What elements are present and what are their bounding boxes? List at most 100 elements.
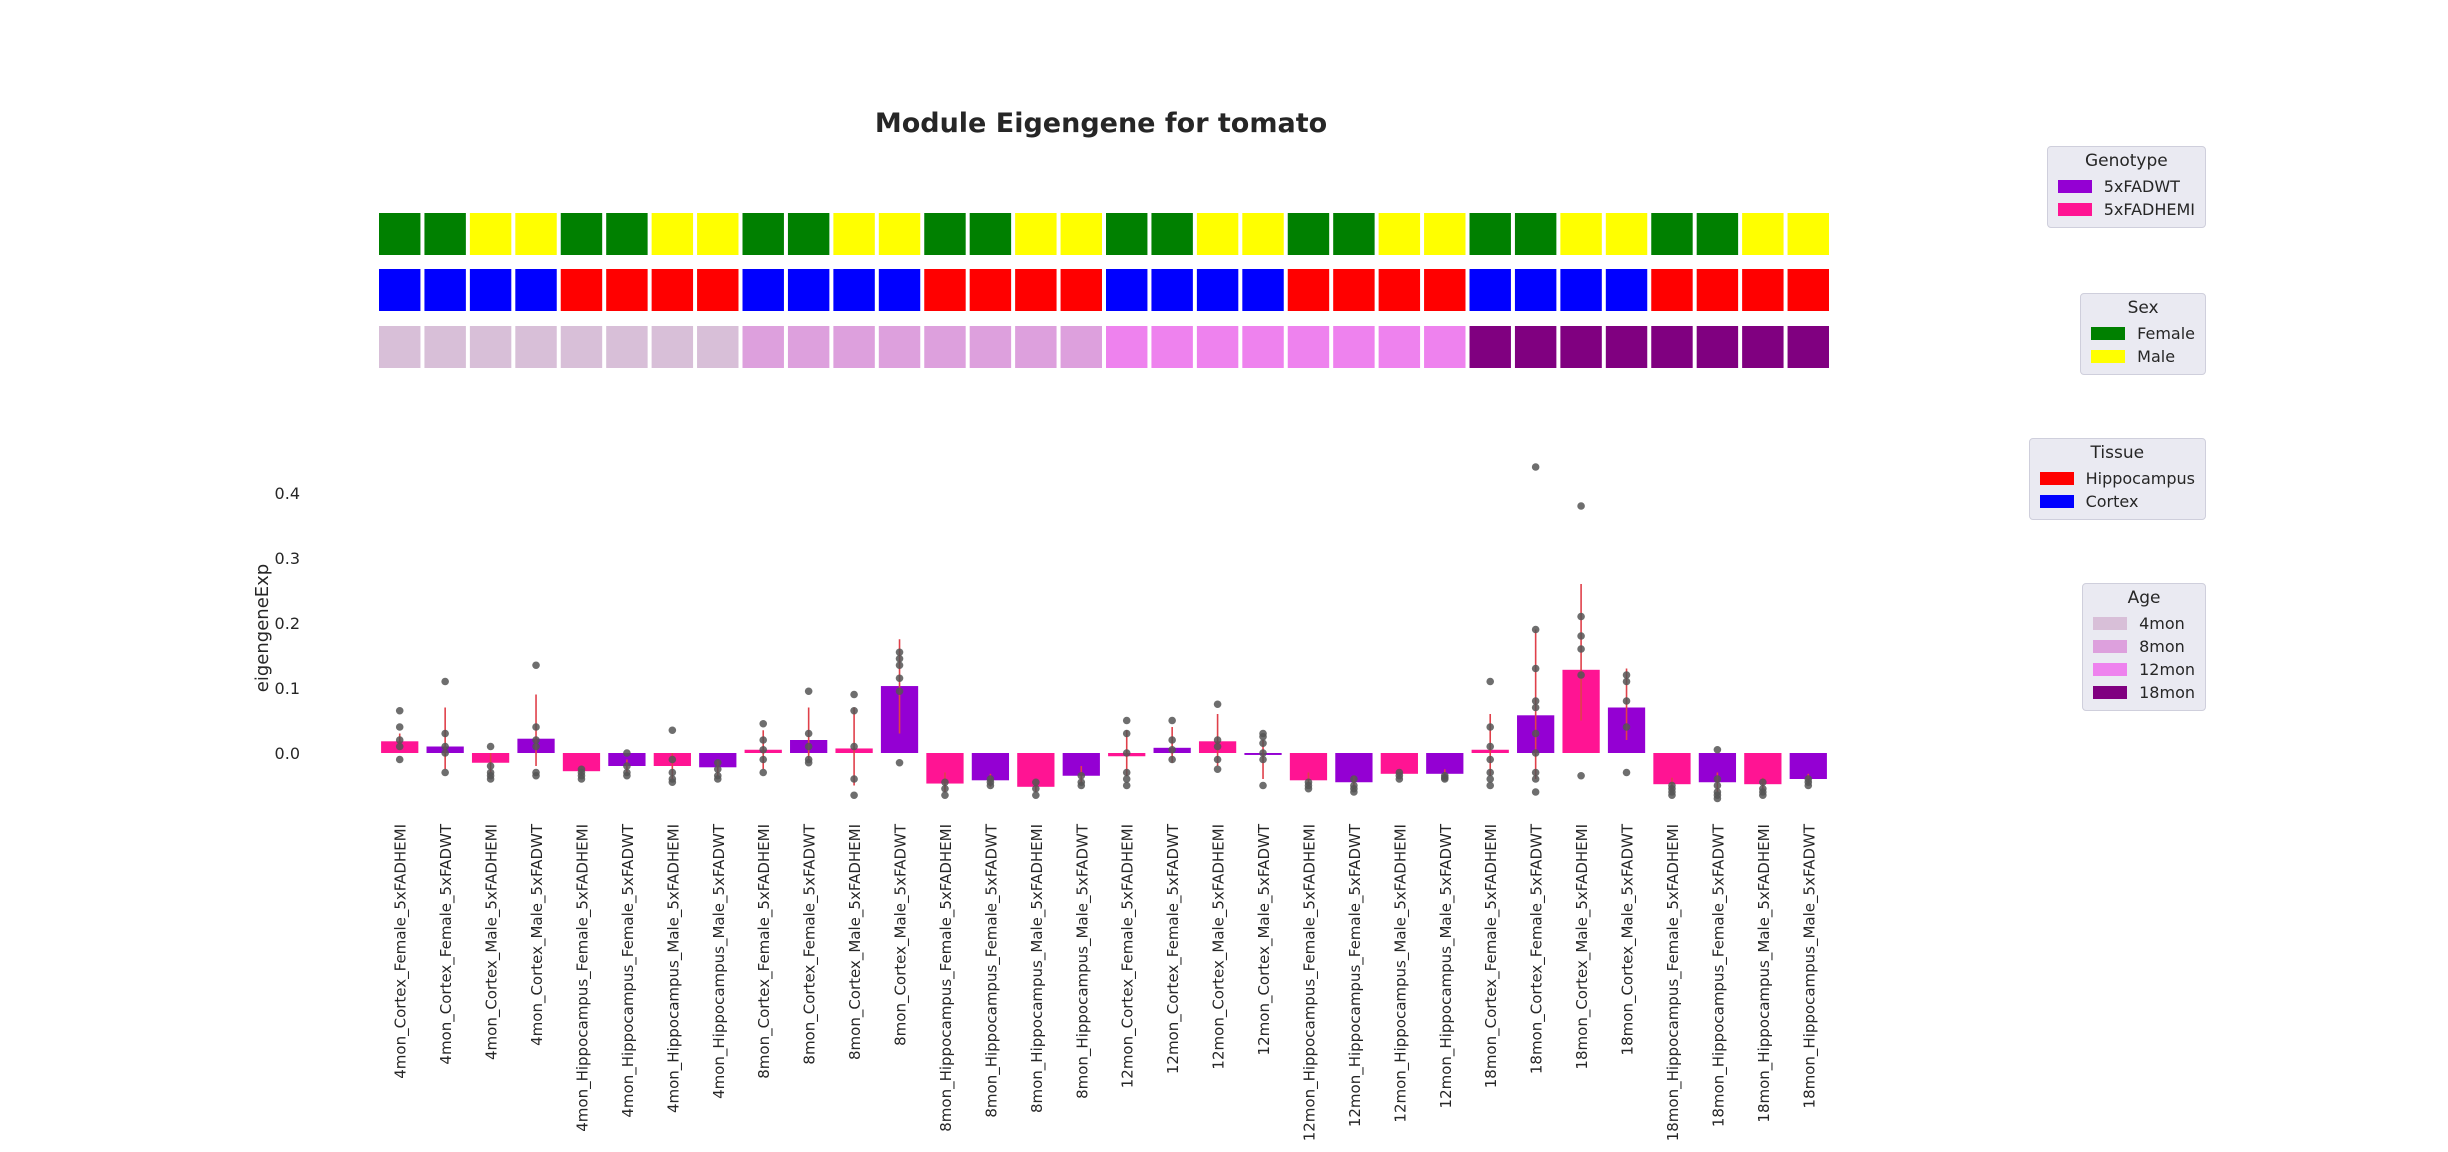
age-cell xyxy=(469,326,512,368)
tissue-cell xyxy=(1787,269,1829,311)
data-point xyxy=(895,758,904,767)
data-point xyxy=(532,723,540,731)
data-point xyxy=(1304,784,1313,793)
data-point xyxy=(804,687,813,696)
x-tick-label: 4mon_Cortex_Female_5xFADWT xyxy=(437,823,456,1064)
tissue-cell xyxy=(1287,269,1330,311)
data-point xyxy=(577,775,586,783)
tissue-cell xyxy=(697,269,739,311)
data-point xyxy=(1350,788,1358,796)
x-tick-label: 8mon_Cortex_Female_5xFADWT xyxy=(801,823,820,1064)
legend-item: Hippocampus xyxy=(2039,467,2195,490)
x-tick-labels: 4mon_Cortex_Female_5xFADHEMI 4mon_Cortex_… xyxy=(392,823,1820,1141)
age-cell xyxy=(1605,326,1648,368)
tissue-cell xyxy=(1106,269,1148,311)
age-cell xyxy=(1696,326,1739,368)
sex-cell xyxy=(924,213,966,255)
data-point xyxy=(395,736,404,744)
legend-item: Cortex xyxy=(2039,490,2195,513)
legend-swatch xyxy=(2091,327,2126,340)
legend-title: Genotype xyxy=(2084,151,2168,171)
legend-item: 8mon xyxy=(2093,635,2195,658)
sex-cell xyxy=(379,213,421,255)
data-point xyxy=(395,723,404,731)
tissue-cell xyxy=(1196,269,1239,311)
tissue-cell xyxy=(1333,269,1375,311)
sex-cell xyxy=(1242,213,1284,255)
tissue-cell xyxy=(1605,269,1648,311)
tissue-cell xyxy=(1060,269,1102,311)
x-tick-label: 4mon_Cortex_Male_5xFADHEMI xyxy=(483,824,502,1060)
sex-cell xyxy=(1787,213,1829,255)
tissue-cell xyxy=(969,269,1012,311)
data-point xyxy=(941,784,949,793)
legend-title: Tissue xyxy=(2090,443,2145,463)
bars xyxy=(381,669,1827,787)
legend-genotype: Genotype 5xFADWT 5xFADHEMI xyxy=(2046,146,2206,228)
tissue-cell xyxy=(742,269,784,311)
legend-swatch xyxy=(2039,472,2074,485)
age-cell xyxy=(1106,326,1148,368)
data-point xyxy=(713,765,722,774)
sex-cell xyxy=(742,213,784,255)
tissue-cell xyxy=(833,269,875,311)
tissue-cell xyxy=(379,269,421,311)
x-tick-label: 18mon_Cortex_Female_5xFADWT xyxy=(1528,823,1547,1074)
data-point xyxy=(1531,768,1540,777)
age-cell xyxy=(1651,326,1693,368)
data-point xyxy=(441,677,449,686)
tissue-cell xyxy=(515,269,557,311)
data-point xyxy=(895,654,904,663)
tissue-cell xyxy=(1742,269,1784,311)
x-tick-label: 12mon_Hippocampus_Female_5xFADWT xyxy=(1346,823,1365,1127)
data-point xyxy=(486,742,495,751)
data-point xyxy=(395,742,404,751)
age-cell xyxy=(1514,326,1557,368)
data-point xyxy=(941,778,949,787)
sex-cell xyxy=(1378,213,1421,255)
data-point xyxy=(623,771,631,780)
sex-cell xyxy=(1106,213,1148,255)
tissue-cell xyxy=(878,269,921,311)
data-point xyxy=(668,755,677,764)
chart-title: Module Eigengene for tomato xyxy=(875,108,1327,139)
sex-cell xyxy=(878,213,921,255)
data-point xyxy=(1032,778,1040,787)
data-point xyxy=(1622,671,1631,679)
data-point xyxy=(1531,664,1540,673)
legend-age: Age 4mon 8mon 12mon 18mon xyxy=(2082,583,2206,711)
data-point xyxy=(1531,775,1540,783)
sex-cell xyxy=(833,213,875,255)
age-cell xyxy=(560,326,603,368)
age-cell xyxy=(515,326,557,368)
tissue-cell xyxy=(1514,269,1557,311)
data-point xyxy=(1713,781,1722,790)
sex-cell xyxy=(1424,213,1466,255)
x-tick-label: 4mon_Cortex_Female_5xFADHEMI xyxy=(392,824,411,1079)
data-point xyxy=(850,706,858,715)
x-tick-label: 18mon_Hippocampus_Female_5xFADHEMI xyxy=(1664,824,1683,1141)
data-point xyxy=(1531,463,1540,471)
y-axis-label: eigengeneExp xyxy=(252,564,273,692)
x-tick-label: 18mon_Cortex_Female_5xFADHEMI xyxy=(1482,824,1501,1088)
sex-cell xyxy=(469,213,512,255)
age-cell xyxy=(1015,326,1057,368)
data-point xyxy=(1486,755,1495,764)
data-point xyxy=(1077,781,1086,790)
data-point xyxy=(1759,778,1767,787)
annotation-strips xyxy=(379,213,1829,368)
age-cell xyxy=(606,326,648,368)
legend-item: 4mon xyxy=(2093,612,2195,635)
sex-cell xyxy=(969,213,1012,255)
data-point xyxy=(441,749,449,757)
age-cell xyxy=(1378,326,1421,368)
x-tick-label: 8mon_Cortex_Male_5xFADHEMI xyxy=(846,824,865,1060)
data-point xyxy=(486,762,495,770)
data-point xyxy=(1213,700,1222,709)
data-point xyxy=(759,736,768,744)
data-point xyxy=(395,755,404,764)
tissue-cell xyxy=(1015,269,1057,311)
data-point xyxy=(1213,742,1222,751)
legend-item: 5xFADHEMI xyxy=(2057,198,2195,221)
